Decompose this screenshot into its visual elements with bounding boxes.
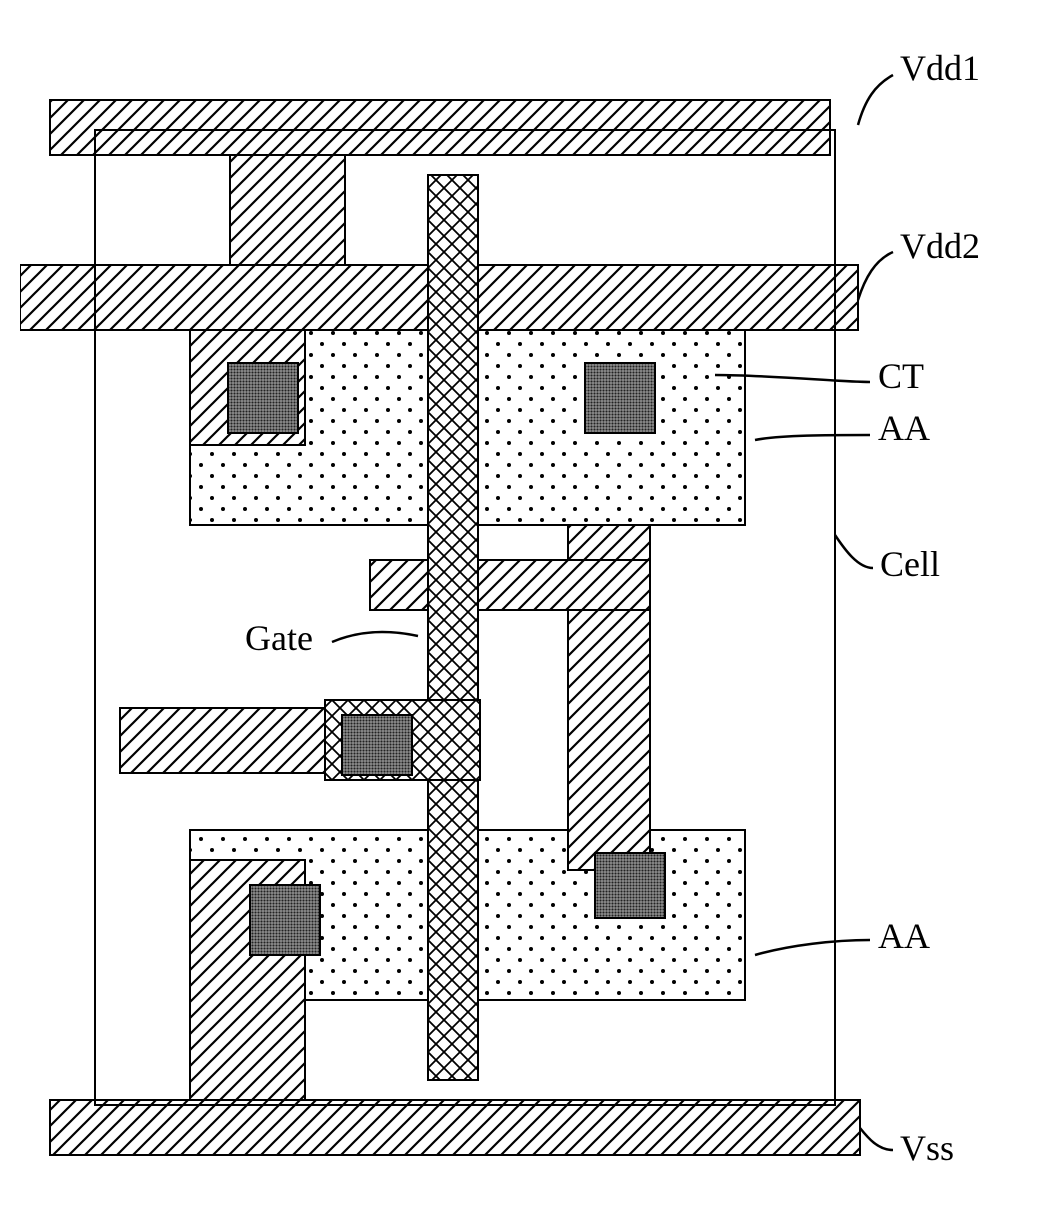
- contact: [250, 885, 320, 955]
- leader-line: [858, 75, 893, 125]
- metal-shape: [568, 610, 650, 870]
- leader-line: [860, 1128, 893, 1150]
- leader-line: [835, 535, 873, 568]
- label-cell: Cell: [880, 544, 940, 584]
- leader-line: [858, 252, 893, 300]
- label-vdd1: Vdd1: [900, 48, 980, 88]
- metal-shape: [50, 100, 830, 155]
- gate-poly: [428, 175, 478, 1080]
- contact: [595, 853, 665, 918]
- contact: [228, 363, 298, 433]
- metal-shape: [370, 560, 650, 610]
- metal-shape: [50, 1100, 860, 1155]
- label-aa-upper: AA: [878, 408, 930, 448]
- label-ct: CT: [878, 356, 924, 396]
- label-aa-lower: AA: [878, 916, 930, 956]
- label-vdd2: Vdd2: [900, 226, 980, 266]
- leader-line: [755, 435, 870, 440]
- metal-shape: [120, 708, 325, 773]
- contact: [585, 363, 655, 433]
- label-gate: Gate: [245, 618, 313, 658]
- leader-line: [332, 632, 418, 642]
- label-vss: Vss: [900, 1128, 954, 1168]
- contact: [342, 715, 412, 775]
- metal-shape: [230, 155, 345, 265]
- leader-line: [755, 940, 870, 955]
